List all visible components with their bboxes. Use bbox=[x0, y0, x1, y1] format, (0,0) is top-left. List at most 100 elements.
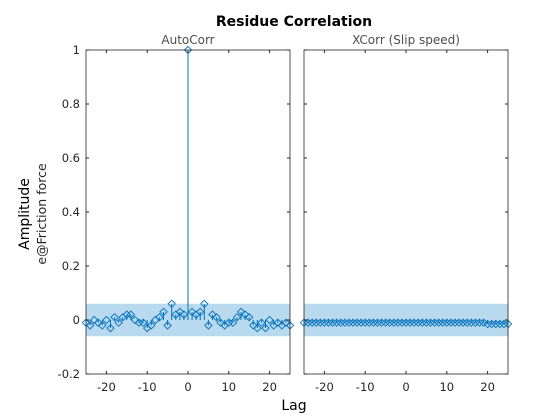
stem-marker bbox=[89, 315, 99, 325]
y-axis-label: Amplitude bbox=[17, 178, 33, 250]
stem-marker bbox=[471, 318, 480, 327]
stem-marker bbox=[281, 318, 291, 327]
stem-marker bbox=[216, 318, 225, 327]
x-tick-label: 20 bbox=[262, 380, 277, 394]
stem-marker bbox=[405, 318, 415, 327]
stem-marker bbox=[200, 299, 209, 309]
xcorr-panel: XCorr (Slip speed) -20 -10 0 10 20 bbox=[299, 33, 513, 394]
x-tick-label: -20 bbox=[315, 380, 334, 394]
stem-marker bbox=[253, 323, 262, 333]
stem-marker bbox=[434, 318, 443, 327]
stem-marker bbox=[450, 318, 460, 327]
stem-marker bbox=[336, 318, 345, 327]
stem-marker bbox=[130, 315, 140, 325]
x-tick-label: -20 bbox=[97, 380, 116, 394]
stem-marker bbox=[240, 310, 250, 319]
y-tick-label: 1 bbox=[73, 43, 80, 57]
stem-marker bbox=[442, 318, 452, 327]
stem-marker bbox=[232, 313, 242, 322]
stem-marker bbox=[183, 45, 193, 55]
stem-marker bbox=[134, 318, 144, 327]
stem-marker bbox=[249, 321, 258, 330]
stem-marker bbox=[102, 315, 111, 325]
stem-marker bbox=[409, 318, 419, 327]
stem-marker bbox=[175, 307, 185, 317]
stem-marker bbox=[98, 321, 107, 330]
x-tick-label: 0 bbox=[184, 380, 191, 394]
stem-marker bbox=[373, 318, 382, 327]
stem-marker bbox=[487, 319, 496, 329]
stem-marker bbox=[224, 318, 234, 327]
stem-marker bbox=[187, 307, 197, 317]
stem-marker bbox=[356, 318, 366, 327]
stem-marker bbox=[430, 318, 439, 327]
panel-title: XCorr (Slip speed) bbox=[352, 33, 460, 47]
stem-marker bbox=[228, 318, 238, 327]
stem-marker bbox=[348, 318, 358, 327]
stem-marker bbox=[155, 313, 164, 322]
stem-marker bbox=[458, 318, 468, 327]
stem-marker bbox=[446, 318, 456, 327]
stem-marker bbox=[261, 323, 270, 333]
stem-marker bbox=[393, 318, 403, 327]
stem-marker bbox=[244, 313, 254, 322]
stem-marker bbox=[126, 310, 136, 319]
stem-marker bbox=[397, 318, 407, 327]
stem-marker bbox=[324, 318, 333, 327]
stem-marker bbox=[454, 318, 464, 327]
stem-marker bbox=[147, 321, 156, 330]
stem-marker bbox=[438, 318, 447, 327]
stem-marker bbox=[307, 318, 317, 327]
stem-marker bbox=[389, 318, 398, 327]
x-tick-label: 0 bbox=[402, 380, 409, 394]
x-tick-label: -10 bbox=[356, 380, 375, 394]
stem-marker bbox=[106, 323, 115, 333]
stem-marker bbox=[138, 318, 148, 327]
stem-marker bbox=[418, 318, 427, 327]
y-axis-sublabel: e@Friction force bbox=[34, 163, 49, 265]
stem-marker bbox=[377, 318, 386, 327]
stem-marker bbox=[212, 313, 221, 322]
panel-title: AutoCorr bbox=[161, 33, 214, 47]
stem-marker bbox=[426, 318, 435, 327]
stem-marker bbox=[495, 319, 505, 329]
stem-marker bbox=[491, 319, 500, 329]
stem-marker bbox=[85, 321, 95, 330]
stem-marker bbox=[167, 299, 176, 309]
stem-marker bbox=[360, 318, 370, 327]
stem-marker bbox=[365, 318, 374, 327]
stem-marker bbox=[414, 318, 423, 327]
x-tick-label: 10 bbox=[439, 380, 454, 394]
stem-marker bbox=[122, 310, 132, 319]
y-tick-label: 0.8 bbox=[62, 97, 80, 111]
stem-marker bbox=[208, 310, 217, 319]
stem-marker bbox=[328, 318, 337, 327]
y-tick-label: 0.2 bbox=[62, 259, 80, 273]
x-tick-label: 20 bbox=[480, 380, 495, 394]
stem-marker bbox=[196, 307, 205, 317]
x-tick-label: 10 bbox=[221, 380, 236, 394]
stem-marker bbox=[401, 318, 411, 327]
y-tick-label: -0.2 bbox=[58, 367, 80, 381]
stem-marker bbox=[257, 318, 266, 327]
figure-title: Residue Correlation bbox=[216, 14, 372, 30]
stem-marker bbox=[159, 307, 168, 317]
stem-marker bbox=[312, 318, 321, 327]
x-tick-label: -10 bbox=[138, 380, 157, 394]
stem-marker bbox=[273, 318, 282, 327]
stem-marker bbox=[467, 318, 476, 327]
stem-marker bbox=[483, 319, 492, 329]
y-tick-label: 0.4 bbox=[62, 205, 80, 219]
stem-marker bbox=[94, 318, 103, 327]
y-tick-label: 0 bbox=[73, 313, 80, 327]
stem-marker bbox=[316, 318, 325, 327]
stem-marker bbox=[499, 319, 509, 329]
stem-marker bbox=[340, 318, 350, 327]
stem-marker bbox=[204, 321, 213, 330]
stem-marker bbox=[332, 318, 341, 327]
stem-marker bbox=[303, 318, 313, 327]
x-axis-label: Lag bbox=[281, 398, 306, 414]
stem-marker bbox=[352, 318, 362, 327]
stem-marker bbox=[236, 307, 246, 317]
stem-marker bbox=[163, 321, 172, 330]
